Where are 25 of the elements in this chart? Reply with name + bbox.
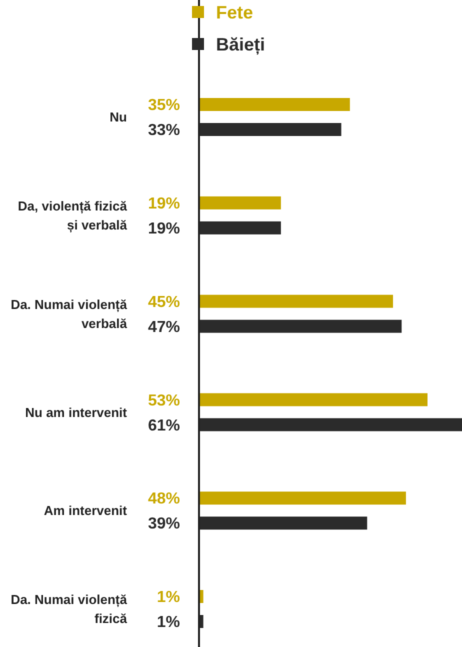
legend-label: Băieți (216, 34, 266, 56)
bar (199, 393, 428, 406)
bar (199, 98, 350, 111)
bar (199, 196, 281, 210)
data-label: 53% (148, 392, 180, 410)
y-tick-label: Da, violență fizică și verbală (18, 198, 128, 234)
y-tick-label: Nu am intervenit (25, 404, 128, 420)
data-label: 48% (148, 490, 180, 508)
data-label: 1% (156, 589, 180, 606)
y-tick-label: Da. Numai violență fizică (10, 592, 128, 626)
data-label: 33% (148, 122, 180, 140)
bar (199, 492, 406, 505)
y-tick-label: Nu (110, 110, 128, 125)
data-label: 45% (148, 294, 180, 311)
data-label: 35% (148, 97, 180, 114)
data-label: 61% (148, 417, 180, 434)
legend-label: Fete (216, 2, 254, 22)
y-tick-label: Am intervenit (44, 503, 128, 518)
y-tick-label: Da. Numai violență verbală (10, 296, 128, 331)
bar (199, 294, 394, 308)
data-label: 1% (156, 614, 180, 632)
data-label: 19% (148, 220, 180, 238)
data-label: 19% (148, 196, 180, 212)
data-label: 47% (148, 318, 180, 336)
data-label: 39% (148, 516, 180, 533)
